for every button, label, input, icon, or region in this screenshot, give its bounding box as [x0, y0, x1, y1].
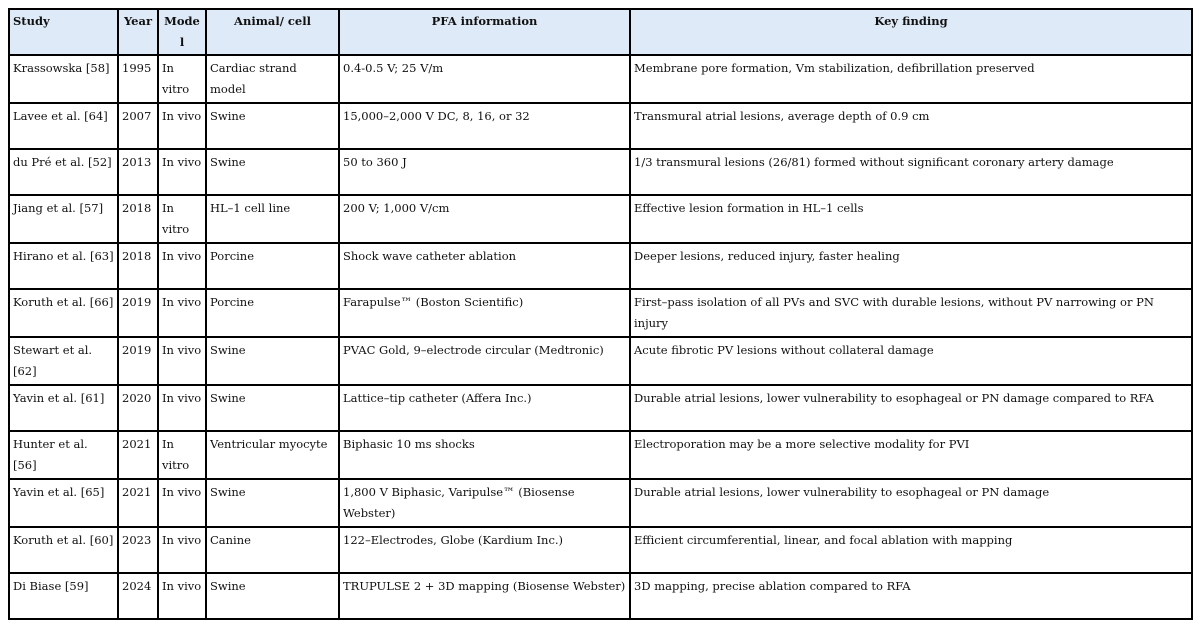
finding-cell: First–pass isolation of all PVs and SVC … [629, 288, 1193, 338]
pfa-cell: 200 V; 1,000 V/cm [338, 194, 631, 244]
study-cell: Stewart et al. [62] [8, 336, 119, 386]
year-cell: 2020 [117, 384, 159, 432]
study-cell: Di Biase [59] [8, 572, 119, 620]
pfa-cell: 50 to 360 J [338, 148, 631, 196]
finding-cell: 3D mapping, precise ablation compared to… [629, 572, 1193, 620]
animal-cell: Swine [205, 148, 340, 196]
table-row: Stewart et al. [62] 2019 In vivo Swine PVAC … [8, 336, 1193, 386]
year-cell: 2018 [117, 194, 159, 244]
table-row: Hunter et al. [56] 2021 In vitro Ventricula… [8, 430, 1193, 480]
model-cell: In vivo [157, 102, 207, 150]
year-cell: 1995 [117, 54, 159, 104]
table-row: Lavee et al. [64] 2007 In vivo Swine 15,000–… [8, 102, 1193, 150]
pfa-cell: Farapulse™ (Boston Scientific) [338, 288, 631, 338]
finding-cell: Transmural atrial lesions, average depth… [629, 102, 1193, 150]
study-cell: Lavee et al. [64] [8, 102, 119, 150]
year-cell: 2021 [117, 478, 159, 528]
animal-cell: Swine [205, 384, 340, 432]
finding-cell: Efficient circumferential, linear, and f… [629, 526, 1193, 574]
pfa-cell: 122–Electrodes, Globe (Kardium Inc.) [338, 526, 631, 574]
finding-cell: Acute fibrotic PV lesions without collat… [629, 336, 1193, 386]
model-cell: In vitro [157, 194, 207, 244]
animal-cell: Porcine [205, 242, 340, 290]
studies-table: Study Year Model Animal/ cell PFA inform… [8, 8, 1193, 620]
pfa-cell: 15,000–2,000 V DC, 8, 16, or 32 [338, 102, 631, 150]
pfa-cell: Lattice–tip catheter (Affera Inc.) [338, 384, 631, 432]
pfa-cell: Biphasic 10 ms shocks [338, 430, 631, 480]
pfa-cell: PVAC Gold, 9–electrode circular (Medtron… [338, 336, 631, 386]
header-study: Study [8, 8, 119, 56]
year-cell: 2019 [117, 288, 159, 338]
animal-cell: Porcine [205, 288, 340, 338]
study-cell: Yavin et al. [61] [8, 384, 119, 432]
study-cell: Koruth et al. [66] [8, 288, 119, 338]
year-cell: 2023 [117, 526, 159, 574]
finding-cell: Durable atrial lesions, lower vulnerabil… [629, 478, 1193, 528]
table-row: du Pré et al. [52] 2013 In vivo Swine 50 to … [8, 148, 1193, 196]
table-row: Koruth et al. [60] 2023 In vivo Canine 122–E… [8, 526, 1193, 574]
model-cell: In vivo [157, 242, 207, 290]
table-row: Hirano et al. [63] 2018 In vivo Porcine Shoc… [8, 242, 1193, 290]
study-cell: Hunter et al. [56] [8, 430, 119, 480]
study-cell: Koruth et al. [60] [8, 526, 119, 574]
table-row: Di Biase [59] 2024 In vivo Swine TRUPULSE 2 … [8, 572, 1193, 620]
header-model: Model [157, 8, 207, 56]
model-cell: In vivo [157, 572, 207, 620]
year-cell: 2024 [117, 572, 159, 620]
header-animal-cell: Animal/ cell [205, 8, 340, 56]
animal-cell: Swine [205, 102, 340, 150]
header-row: Study Year Model Animal/ cell PFA inform… [8, 8, 1193, 56]
pfa-cell: 1,800 V Biphasic, Varipulse™ (Biosense W… [338, 478, 631, 528]
header-pfa-information: PFA information [338, 8, 631, 56]
study-cell: Yavin et al. [65] [8, 478, 119, 528]
model-cell: In vivo [157, 336, 207, 386]
table-row: Yavin et al. [65] 2021 In vivo Swine 1,800 V… [8, 478, 1193, 528]
header-year: Year [117, 8, 159, 56]
model-cell: In vivo [157, 478, 207, 528]
finding-cell: Deeper lesions, reduced injury, faster h… [629, 242, 1193, 290]
finding-cell: Membrane pore formation, Vm stabilizatio… [629, 54, 1193, 104]
animal-cell: Swine [205, 478, 340, 528]
animal-cell: Ventricular myocyte [205, 430, 340, 480]
animal-cell: Swine [205, 336, 340, 386]
animal-cell: Cardiac strand model [205, 54, 340, 104]
model-cell: In vitro [157, 430, 207, 480]
finding-cell: Effective lesion formation in HL–1 cells [629, 194, 1193, 244]
pfa-cell: 0.4-0.5 V; 25 V/m [338, 54, 631, 104]
study-cell: Krassowska [58] [8, 54, 119, 104]
table-row: Jiang et al. [57] 2018 In vitro HL–1 cell l… [8, 194, 1193, 244]
table-row: Yavin et al. [61] 2020 In vivo Swine Lattice… [8, 384, 1193, 432]
year-cell: 2021 [117, 430, 159, 480]
model-cell: In vivo [157, 148, 207, 196]
year-cell: 2013 [117, 148, 159, 196]
model-cell: In vivo [157, 384, 207, 432]
year-cell: 2007 [117, 102, 159, 150]
table-row: Krassowska [58] 1995 In vitro Cardiac stran… [8, 54, 1193, 104]
finding-cell: Electroporation may be a more selective … [629, 430, 1193, 480]
animal-cell: Swine [205, 572, 340, 620]
study-cell: Jiang et al. [57] [8, 194, 119, 244]
finding-cell: 1/3 transmural lesions (26/81) formed wi… [629, 148, 1193, 196]
animal-cell: HL–1 cell line [205, 194, 340, 244]
study-cell: Hirano et al. [63] [8, 242, 119, 290]
model-cell: In vivo [157, 288, 207, 338]
year-cell: 2019 [117, 336, 159, 386]
model-cell: In vivo [157, 526, 207, 574]
table-row: Koruth et al. [66] 2019 In vivo Porcine Fara… [8, 288, 1193, 338]
model-cell: In vitro [157, 54, 207, 104]
animal-cell: Canine [205, 526, 340, 574]
pfa-cell: TRUPULSE 2 + 3D mapping (Biosense Webste… [338, 572, 631, 620]
finding-cell: Durable atrial lesions, lower vulnerabil… [629, 384, 1193, 432]
year-cell: 2018 [117, 242, 159, 290]
header-key-finding: Key finding [629, 8, 1193, 56]
study-cell: du Pré et al. [52] [8, 148, 119, 196]
pfa-cell: Shock wave catheter ablation [338, 242, 631, 290]
